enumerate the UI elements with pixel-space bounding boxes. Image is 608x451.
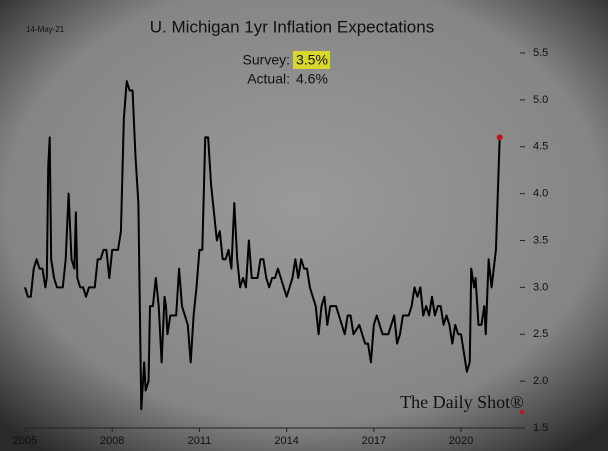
x-tick-label: 2014	[274, 435, 298, 447]
x-tick-label: 2008	[100, 435, 124, 447]
survey-value: 3.5%	[296, 52, 328, 68]
y-tick-label: 2.5	[533, 328, 548, 340]
last-point	[496, 134, 503, 141]
actual-label: Actual:	[247, 71, 290, 87]
data-line	[24, 80, 501, 411]
y-tick-label: 4.0	[533, 188, 548, 200]
y-tick-label: 5.0	[533, 94, 548, 106]
y-tick-label: 2.0	[533, 375, 548, 387]
y-tick-label: 3.5	[533, 234, 548, 246]
x-tick-label: 2011	[188, 435, 212, 447]
survey-label: Survey:	[243, 52, 290, 68]
x-tick-label: 2017	[362, 435, 386, 447]
actual-value: 4.6%	[296, 71, 328, 87]
x-tick-label: 2020	[449, 435, 473, 447]
date-label: 14-May-21	[26, 25, 65, 34]
chart-title: U. Michigan 1yr Inflation Expectations	[150, 17, 434, 36]
x-tick-label: 2005	[13, 435, 37, 447]
y-tick-label: 1.5	[533, 422, 548, 434]
watermark-dot	[520, 410, 524, 414]
y-tick-label: 4.5	[533, 141, 548, 153]
survey-highlight	[293, 51, 330, 69]
y-tick-label: 5.5	[533, 47, 548, 59]
watermark: The Daily Shot®	[400, 392, 524, 412]
y-tick-label: 3.0	[533, 281, 548, 293]
